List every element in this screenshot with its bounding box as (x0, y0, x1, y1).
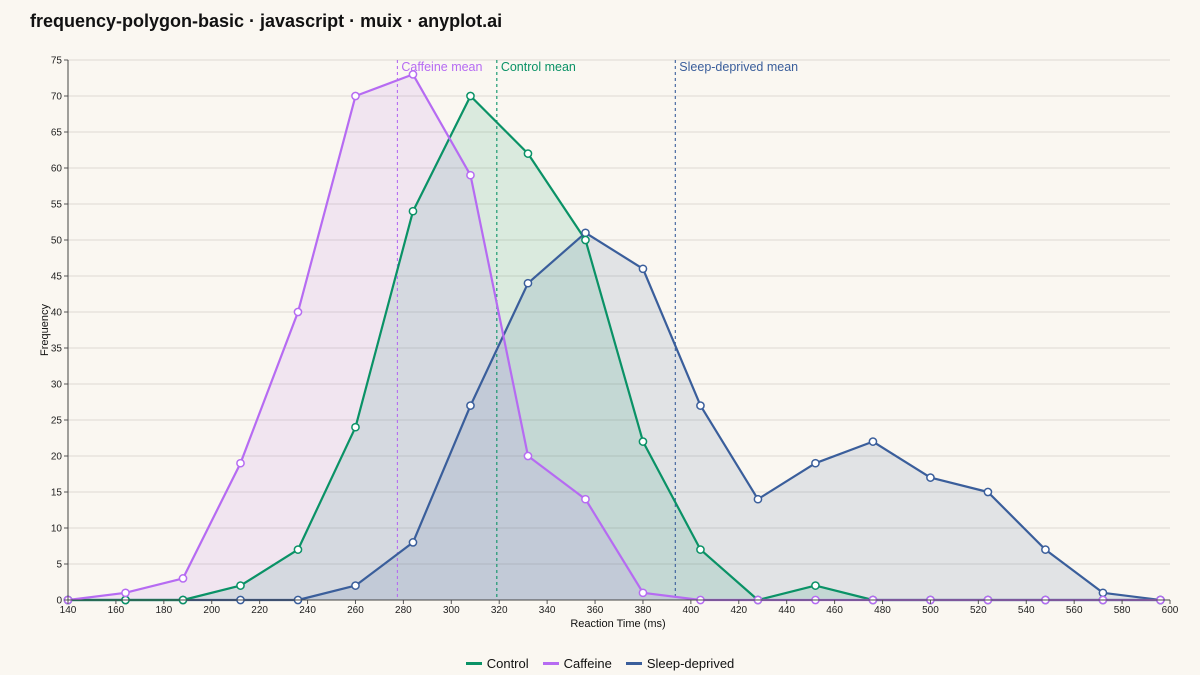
control-point (466, 91, 475, 101)
caffeine-point (351, 91, 360, 101)
control-mean-label: Control mean (501, 60, 576, 74)
page-title: frequency-polygon-basic · javascript · m… (30, 11, 503, 31)
control-point (696, 545, 705, 554)
sleep-deprived-area (68, 232, 1161, 601)
grid (68, 59, 1170, 601)
control-point (236, 581, 245, 590)
legend-swatch-caffeine (542, 662, 559, 665)
y-tick-label: 40 (51, 308, 63, 319)
caffeine-area (68, 74, 1161, 600)
x-tick-label: 540 (1018, 605, 1035, 616)
sleep-deprived-point (466, 401, 475, 410)
control-point (293, 545, 303, 554)
sleep-deprived-point (581, 228, 590, 238)
sleep-deprived-point (351, 581, 360, 590)
caffeine-point (638, 588, 648, 598)
x-tick-label: 160 (108, 605, 125, 616)
control-point (581, 235, 590, 245)
sleep-deprived-point (983, 487, 993, 497)
axes: 0 5 10 15 20 25 30 35 40 45 50 55 60 65 70 75 140 160 180 2… (51, 56, 1179, 617)
legend-item-caffeine[interactable]: Caffeine (542, 656, 612, 671)
x-tick-label: 400 (683, 605, 700, 616)
control-point (811, 581, 820, 590)
sleep-deprived-point (753, 494, 763, 504)
x-tick-label: 580 (1114, 605, 1131, 616)
control-area (68, 96, 1161, 600)
y-tick-label: 70 (51, 92, 63, 103)
legend-swatch-sleep-deprived (625, 662, 642, 665)
y-tick-label: 50 (51, 236, 63, 247)
caffeine-point (523, 451, 533, 461)
x-tick-label: 340 (539, 605, 556, 616)
sleep-deprived-point (868, 437, 878, 446)
mean-lines: Caffeine mean Control mean Sleep-deprived … (396, 60, 798, 600)
x-tick-label: 380 (635, 605, 652, 616)
sleep-deprived-point (408, 538, 418, 547)
caffeine-point (581, 494, 590, 504)
y-tick-label: 60 (51, 164, 63, 175)
legend-label: Caffeine (563, 656, 612, 671)
series-areas (68, 74, 1161, 601)
x-tick-label: 280 (395, 605, 412, 616)
y-tick-label: 65 (51, 128, 63, 139)
legend-item-control[interactable]: Control (465, 656, 529, 671)
x-tick-label: 560 (1066, 605, 1083, 616)
control-point (523, 149, 533, 158)
y-tick-label: 10 (51, 524, 63, 535)
sleep-deprived-point (811, 458, 820, 468)
x-axis-title: Reaction Time (ms) (570, 618, 665, 630)
y-tick-label: 55 (51, 200, 63, 211)
sleep-deprived-point (1098, 588, 1108, 598)
y-tick-label: 75 (51, 56, 63, 67)
x-tick-label: 500 (922, 605, 939, 616)
y-tick-label: 25 (51, 416, 63, 427)
x-tick-label: 240 (299, 605, 316, 616)
y-tick-label: 5 (56, 560, 62, 571)
control-point (351, 422, 360, 432)
x-tick-label: 180 (155, 605, 172, 616)
legend-item-sleep-deprived[interactable]: Sleep-deprived (625, 656, 735, 671)
sleep-deprived-point (638, 264, 648, 274)
sleep-deprived-mean-label: Sleep-deprived mean (679, 60, 798, 74)
y-axis-title: Frequency (39, 304, 51, 356)
x-tick-label: 260 (347, 605, 364, 616)
y-tick-label: 0 (56, 596, 62, 607)
x-tick-label: 600 (1162, 605, 1179, 616)
y-tick-label: 15 (51, 488, 63, 499)
control-point (638, 437, 648, 446)
sleep-deprived-point (926, 473, 935, 482)
sleep-deprived-point (1041, 545, 1050, 554)
caffeine-point (466, 170, 475, 180)
x-tick-label: 460 (826, 605, 843, 616)
control-point (408, 206, 418, 216)
caffeine-mean-label: Caffeine mean (401, 60, 482, 74)
x-tick-label: 300 (443, 605, 460, 616)
x-tick-label: 320 (491, 605, 508, 616)
y-tick-label: 35 (51, 344, 63, 355)
caffeine-point (236, 458, 245, 468)
x-tick-label: 200 (203, 605, 220, 616)
sleep-deprived-point (696, 401, 705, 410)
caffeine-point (178, 574, 188, 583)
x-tick-label: 420 (730, 605, 747, 616)
x-tick-label: 440 (778, 605, 795, 616)
x-tick-label: 140 (60, 605, 77, 616)
x-tick-label: 220 (251, 605, 268, 616)
caffeine-point (293, 307, 303, 317)
caffeine-point (408, 70, 418, 79)
sleep-deprived-point (523, 278, 533, 288)
legend: Control Caffeine Sleep-deprived (0, 656, 1200, 671)
caffeine-point (121, 588, 130, 598)
x-tick-label: 520 (970, 605, 987, 616)
legend-label: Sleep-deprived (646, 656, 735, 671)
y-tick-label: 30 (51, 380, 63, 391)
y-tick-label: 45 (51, 272, 63, 283)
x-tick-label: 360 (587, 605, 604, 616)
legend-label: Control (486, 656, 529, 671)
x-tick-label: 480 (874, 605, 891, 616)
y-tick-label: 20 (51, 452, 63, 463)
legend-swatch-control (465, 662, 482, 665)
